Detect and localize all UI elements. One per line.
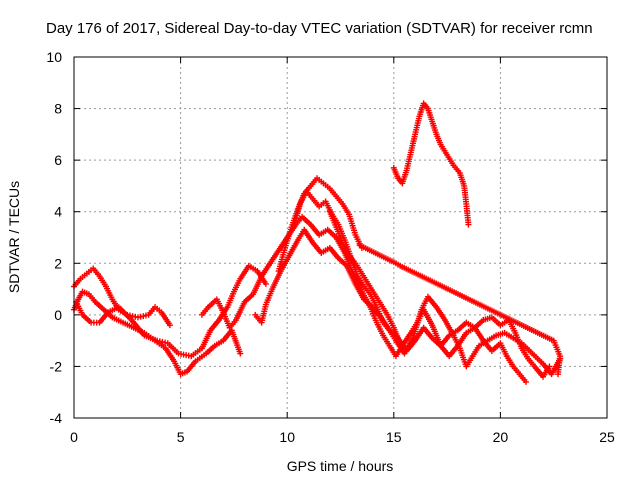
data-point <box>399 345 406 352</box>
x-tick-label: 15 <box>386 429 402 445</box>
data-markers <box>71 100 564 385</box>
chart-title: Day 176 of 2017, Sidereal Day-to-day VTE… <box>46 20 593 37</box>
data-point <box>465 221 472 228</box>
y-tick-label: 8 <box>54 101 62 117</box>
x-tick-label: 0 <box>70 429 78 445</box>
y-tick-label: 6 <box>54 152 62 168</box>
data-point <box>166 322 173 329</box>
y-axis-label: SDTVAR / TECUs <box>6 181 22 293</box>
x-tick-label: 25 <box>599 429 615 445</box>
data-point <box>522 378 529 385</box>
data-point <box>237 350 244 357</box>
y-tick-label: 2 <box>54 255 62 271</box>
plot-frame <box>73 56 608 419</box>
y-tick-label: 4 <box>54 204 62 220</box>
x-tick-label: 20 <box>493 429 509 445</box>
data-point <box>554 371 561 378</box>
y-tick-labels: -4 -2 0 2 4 6 8 10 <box>46 49 62 426</box>
y-tick-label: -2 <box>50 358 63 374</box>
y-tick-label: 0 <box>54 307 62 323</box>
x-tick-labels: 0 5 10 15 20 25 <box>70 429 615 445</box>
y-tick-label: -4 <box>50 410 63 426</box>
y-tick-label: 10 <box>46 49 62 65</box>
x-tick-label: 5 <box>177 429 185 445</box>
data-point <box>262 280 269 287</box>
x-axis-label: GPS time / hours <box>287 458 394 474</box>
x-tick-label: 10 <box>279 429 295 445</box>
